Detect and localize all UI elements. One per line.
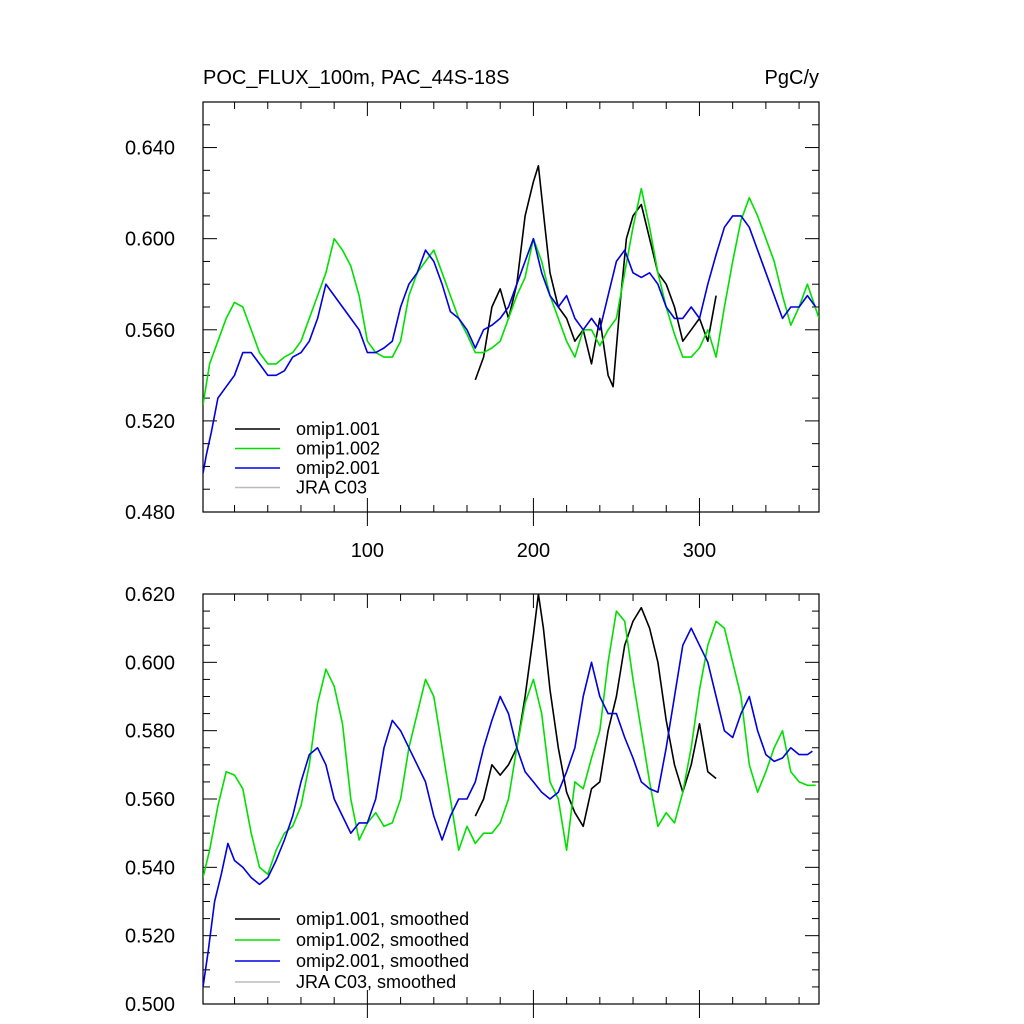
x-tick-label: 300 — [683, 540, 716, 562]
y-tick-label: 0.520 — [125, 926, 175, 948]
x-tick-label: 200 — [517, 540, 550, 562]
y-tick-label: 0.500 — [125, 994, 175, 1016]
series-line-omip1-002-smoothed — [203, 610, 816, 878]
y-tick-label: 0.620 — [125, 584, 175, 606]
y-tick-label: 0.600 — [125, 652, 175, 674]
y-tick-label: 0.600 — [125, 229, 175, 251]
series-line-omip1-002 — [203, 187, 819, 406]
y-tick-label: 0.580 — [125, 721, 175, 743]
legend-label: omip2.001 — [296, 458, 380, 478]
legend-label: omip1.002, smoothed — [296, 930, 469, 950]
legend-label: omip1.002 — [296, 439, 380, 459]
chart-title: POC_FLUX_100m, PAC_44S-18S — [203, 67, 509, 89]
y-tick-label: 0.520 — [125, 411, 175, 433]
legend-label: omip1.001 — [296, 419, 380, 439]
series-line-omip1-001-smoothed — [474, 594, 717, 828]
legend-label: JRA C03 — [296, 478, 367, 498]
y-tick-label: 0.540 — [125, 857, 175, 879]
y-tick-label: 0.560 — [125, 789, 175, 811]
y-tick-label: 0.560 — [125, 320, 175, 342]
series-line-omip1-001 — [474, 165, 717, 388]
top-panel: 0.480 0.520 0.560 0.600 0.640 100 200 300 omip1.… — [125, 101, 820, 562]
series-line-omip2-001 — [203, 215, 817, 474]
legend-label: omip2.001, smoothed — [296, 951, 469, 971]
chart-units: PgC/y — [765, 67, 819, 89]
bottom-panel: 0.500 0.520 0.540 0.560 0.580 0.600 0.620 omip1… — [125, 584, 820, 1018]
y-tick-label: 0.480 — [125, 502, 175, 524]
series-line-omip2-001-smoothed — [203, 627, 813, 988]
legend-label: JRA C03, smoothed — [296, 972, 456, 992]
y-tick-label: 0.640 — [125, 138, 175, 160]
legend-label: omip1.001, smoothed — [296, 909, 469, 929]
x-tick-label: 100 — [351, 540, 384, 562]
